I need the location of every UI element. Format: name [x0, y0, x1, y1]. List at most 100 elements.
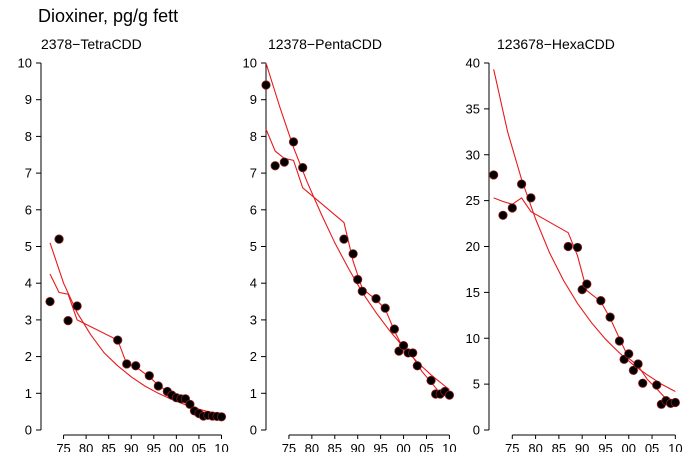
y-tick-label: 4	[25, 276, 32, 291]
data-point	[517, 179, 527, 189]
fit-line-1	[49, 242, 222, 416]
data-point	[498, 210, 508, 220]
fit-line-1	[265, 62, 450, 391]
data-point	[131, 361, 141, 371]
data-point	[408, 348, 418, 358]
data-point	[426, 375, 436, 386]
x-tick-label: 85	[101, 441, 115, 452]
y-tick-label: 40	[466, 56, 480, 71]
data-point	[624, 349, 634, 359]
data-point	[72, 301, 82, 311]
data-point	[628, 365, 639, 375]
x-tick-label: 90	[575, 441, 589, 452]
data-point	[572, 242, 583, 253]
data-point	[279, 157, 289, 167]
y-tick-label: 4	[250, 276, 257, 291]
y-tick-label: 6	[25, 202, 32, 217]
data-point	[45, 296, 55, 307]
x-tick-label: 80	[528, 441, 542, 452]
data-point	[444, 390, 455, 400]
chart-title: 123678−HexaCDD	[497, 36, 615, 52]
fit-line-2	[49, 273, 222, 417]
data-point	[638, 378, 648, 388]
y-tick-label: 10	[18, 56, 32, 71]
y-tick-label: 2	[25, 349, 32, 364]
y-tick-label: 20	[466, 239, 480, 254]
y-tick-label: 1	[25, 386, 32, 401]
data-point	[113, 335, 123, 345]
x-tick-label: 00	[622, 441, 636, 452]
data-point	[389, 324, 399, 334]
data-point	[298, 162, 308, 173]
data-point	[270, 161, 280, 171]
x-tick-label: 80	[79, 441, 93, 452]
data-point	[122, 359, 132, 369]
data-point	[339, 234, 349, 244]
data-point	[144, 371, 154, 381]
x-tick-label: 75	[505, 441, 519, 452]
page-title: Dioxiner, pg/g fett	[38, 6, 179, 26]
data-point	[357, 286, 367, 296]
y-tick-label: 1	[250, 386, 257, 401]
y-tick-label: 7	[25, 166, 32, 181]
y-tick-label: 3	[25, 312, 32, 327]
y-tick-label: 5	[25, 239, 32, 254]
x-tick-label: 75	[282, 441, 296, 452]
x-tick-label: 85	[552, 441, 566, 452]
x-tick-label: 10	[668, 441, 682, 452]
y-tick-label: 15	[466, 285, 480, 300]
y-tick-label: 2	[250, 349, 257, 364]
x-tick-label: 10	[442, 441, 456, 452]
y-tick-label: 10	[243, 56, 257, 71]
data-point	[507, 203, 517, 213]
data-point	[605, 312, 615, 322]
y-tick-label: 30	[466, 147, 480, 162]
y-tick-label: 10	[466, 331, 480, 346]
data-point	[348, 249, 358, 259]
data-point	[614, 336, 625, 346]
x-tick-label: 10	[214, 441, 228, 452]
data-point	[633, 359, 643, 369]
x-tick-label: 00	[169, 441, 183, 452]
data-point	[63, 316, 73, 326]
data-point	[489, 170, 499, 180]
x-tick-label: 95	[147, 441, 161, 452]
y-tick-label: 5	[250, 239, 257, 254]
y-tick-label: 7	[250, 166, 257, 181]
fit-line-2	[493, 197, 676, 404]
data-point	[563, 241, 573, 252]
data-point	[353, 274, 363, 285]
fit-line-2	[265, 128, 450, 396]
data-point	[398, 340, 409, 351]
y-tick-label: 9	[250, 92, 257, 107]
chart-panel-1: 2378−TetraCDD 0 1 2 3 4 5 6 7 8 9 10 75 80 85 90 95 00 05 1…	[18, 36, 229, 452]
x-tick-label: 05	[645, 441, 659, 452]
data-point	[216, 412, 227, 422]
y-tick-label: 0	[250, 423, 257, 438]
y-tick-label: 8	[25, 129, 32, 144]
data-point	[288, 137, 299, 147]
data-point	[596, 296, 606, 306]
y-tick-label: 0	[473, 423, 480, 438]
x-tick-label: 90	[350, 441, 364, 452]
y-tick-label: 35	[466, 101, 480, 116]
data-point	[380, 303, 390, 313]
data-point	[526, 193, 536, 203]
data-point	[670, 397, 680, 408]
x-tick-label: 05	[419, 441, 433, 452]
chart-title: 12378−PentaCDD	[268, 36, 382, 52]
data-point	[412, 361, 422, 371]
data-point	[185, 399, 195, 409]
y-tick-label: 9	[25, 92, 32, 107]
data-point	[54, 234, 64, 244]
fit-line-1	[493, 69, 676, 392]
data-point	[371, 294, 381, 304]
y-tick-label: 5	[473, 377, 480, 392]
x-tick-label: 85	[328, 441, 342, 452]
chart-title: 2378−TetraCDD	[41, 36, 142, 52]
y-tick-label: 25	[466, 193, 480, 208]
data-point	[261, 80, 271, 90]
x-tick-label: 75	[56, 441, 70, 452]
